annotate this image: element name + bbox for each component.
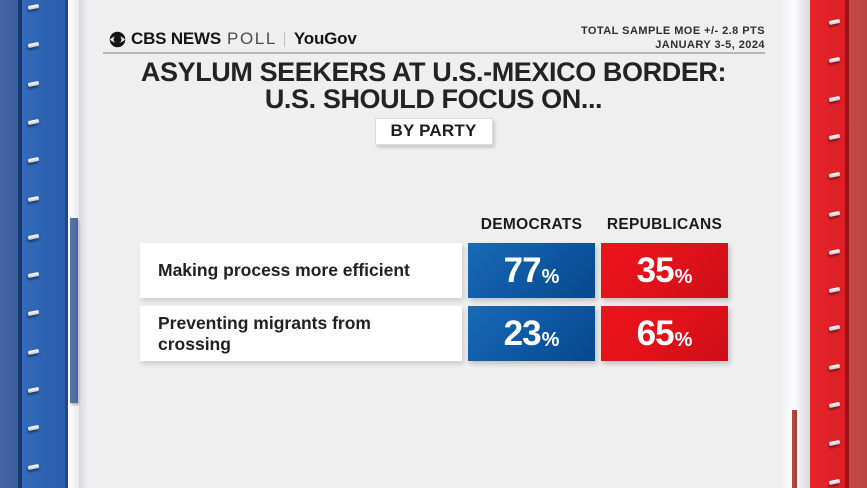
row-label-text: Preventing migrants from crossing — [158, 312, 371, 354]
binder-left-panel-edge — [65, 0, 68, 488]
title-line-2: U.S. SHOULD FOCUS ON... — [264, 84, 603, 114]
brand-bar: CBS NEWS POLL YouGov — [109, 29, 357, 49]
page-edge-gray-right — [795, 0, 810, 488]
title-line-1: ASYLUM SEEKERS AT U.S.-MEXICO BORDER: — [140, 57, 727, 87]
binder-right-red — [780, 0, 867, 488]
value-number: 65 — [636, 314, 675, 353]
row-label-text: Making process more efficient — [158, 260, 410, 280]
spacer-cell — [140, 234, 462, 235]
binder-left-back — [0, 0, 18, 488]
page-title: ASYLUM SEEKERS AT U.S.-MEXICO BORDER: U.… — [88, 59, 779, 113]
value-number: 23 — [503, 314, 542, 353]
yougov-logo: YouGov — [293, 29, 357, 48]
binder-left-panel — [22, 0, 65, 488]
page-edge-white-right — [780, 0, 795, 488]
cbs-eye-icon — [109, 31, 126, 47]
logo-divider — [283, 31, 285, 47]
value-number: 77 — [503, 251, 542, 290]
page-strip-blue — [70, 218, 78, 403]
value-cell-democrats-preventing: 23 % — [468, 306, 595, 361]
binder-right-panel — [810, 0, 845, 488]
row-label-preventing: Preventing migrants from crossing — [140, 306, 462, 361]
value-cell-democrats-efficient: 77 % — [468, 243, 595, 298]
binder-right-darkline — [845, 0, 849, 488]
column-header-democrats: DEMOCRATS — [480, 216, 583, 233]
badge-wrap: BY PARTY — [0, 118, 867, 145]
value-cell-republicans-efficient: 35 % — [601, 243, 728, 298]
row-label-efficient: Making process more efficient — [140, 243, 462, 298]
sample-note: TOTAL SAMPLE MOE +/- 2.8 PTS JANUARY 3-5… — [581, 24, 765, 52]
column-header-republicans: REPUBLICANS — [606, 216, 723, 233]
cbs-news-logo: CBS NEWS — [131, 29, 222, 48]
binder-right-back — [849, 0, 867, 488]
percent-sign: % — [674, 328, 693, 351]
percent-sign: % — [541, 265, 560, 288]
percent-sign: % — [674, 265, 693, 288]
by-party-badge: BY PARTY — [374, 118, 493, 145]
page-edge-gray-left — [79, 0, 88, 488]
percent-sign: % — [541, 328, 560, 351]
sample-dates: JANUARY 3-5, 2024 — [655, 39, 765, 51]
page-strip-red — [792, 410, 797, 488]
binder-left-darkline — [18, 0, 22, 488]
poll-label: POLL — [227, 29, 277, 48]
value-number: 35 — [636, 251, 675, 290]
poll-table: DEMOCRATS REPUBLICANS Making process mor… — [140, 216, 855, 361]
value-cell-republicans-preventing: 65 % — [601, 306, 728, 361]
header-rule — [103, 52, 765, 54]
binder-left-blue — [0, 0, 88, 488]
sample-moe: TOTAL SAMPLE MOE +/- 2.8 PTS — [580, 25, 765, 37]
